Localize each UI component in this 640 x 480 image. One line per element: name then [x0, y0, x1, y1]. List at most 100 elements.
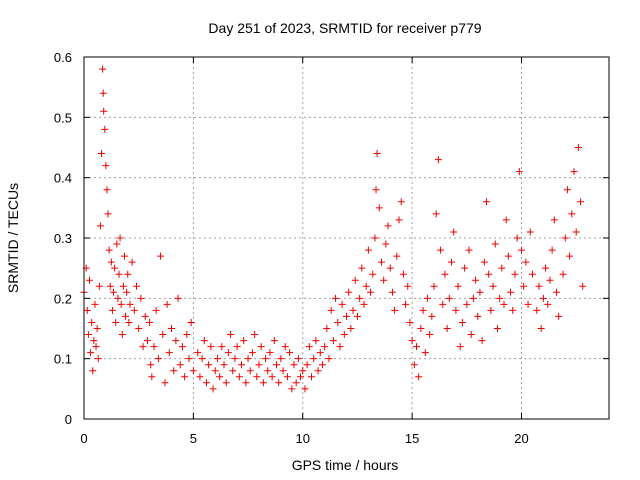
data-point — [491, 240, 499, 248]
data-point — [476, 288, 484, 296]
data-point — [469, 294, 477, 302]
data-point — [181, 373, 189, 381]
chart-title: Day 251 of 2023, SRMTID for receiver p77… — [208, 20, 481, 36]
data-point — [294, 355, 302, 363]
data-point — [194, 349, 202, 357]
data-point — [251, 331, 259, 339]
data-point — [528, 270, 536, 278]
data-point — [485, 270, 493, 278]
data-point — [281, 343, 289, 351]
data-point — [224, 349, 232, 357]
data-point — [176, 361, 184, 369]
data-point — [340, 331, 348, 339]
data-point — [349, 306, 357, 314]
data-point — [397, 198, 405, 206]
data-point — [253, 373, 261, 381]
data-point — [288, 385, 296, 393]
data-point — [90, 337, 98, 345]
data-point — [375, 204, 383, 212]
data-point — [268, 373, 276, 381]
data-point — [504, 252, 512, 260]
data-point — [539, 294, 547, 302]
data-point — [159, 331, 167, 339]
x-tick-label: 5 — [190, 431, 197, 446]
data-point — [489, 282, 497, 290]
data-point — [211, 367, 219, 375]
data-point — [94, 355, 102, 363]
data-point — [150, 343, 158, 351]
data-point — [264, 367, 272, 375]
data-point — [286, 349, 294, 357]
data-point — [419, 306, 427, 314]
data-point — [533, 306, 541, 314]
data-point — [292, 379, 300, 387]
data-point — [367, 288, 375, 296]
data-point — [338, 300, 346, 308]
data-point — [577, 198, 585, 206]
data-point — [537, 325, 545, 332]
y-tick-label: 0.3 — [54, 231, 72, 246]
data-point — [238, 361, 245, 369]
data-point — [115, 270, 123, 278]
data-point — [227, 331, 235, 339]
data-point — [362, 282, 370, 290]
data-point — [472, 276, 480, 284]
data-point — [117, 300, 125, 308]
data-point — [408, 337, 416, 345]
data-point — [301, 385, 309, 393]
data-point — [417, 325, 425, 332]
data-point — [325, 355, 333, 363]
data-point — [507, 288, 515, 296]
y-axis-label: SRMTID / TECUs — [5, 183, 21, 293]
data-point — [559, 270, 567, 278]
y-tick-label: 0.6 — [54, 50, 72, 65]
data-point — [222, 379, 230, 387]
data-point — [563, 186, 571, 194]
data-point — [480, 258, 488, 266]
data-point — [441, 270, 449, 278]
data-point — [574, 144, 582, 151]
data-point — [297, 373, 305, 381]
data-point — [290, 361, 298, 369]
data-point — [266, 349, 274, 357]
data-point — [196, 373, 204, 381]
data-point — [120, 252, 128, 260]
data-point — [207, 343, 215, 351]
data-point — [373, 150, 381, 158]
data-point — [157, 252, 165, 260]
data-point — [205, 361, 213, 369]
data-point — [107, 258, 115, 266]
data-point — [372, 186, 380, 194]
data-point — [356, 294, 364, 302]
data-point — [255, 361, 263, 369]
data-point — [101, 125, 109, 133]
data-point — [548, 246, 556, 254]
data-point — [448, 258, 455, 266]
data-points — [80, 65, 587, 393]
data-point — [410, 361, 418, 369]
data-point — [178, 343, 186, 351]
data-point — [273, 361, 280, 369]
data-point — [165, 349, 173, 357]
data-point — [535, 282, 543, 290]
data-point — [87, 349, 95, 357]
data-point — [113, 240, 121, 248]
data-point — [275, 379, 283, 387]
data-point — [124, 270, 132, 278]
data-point — [106, 282, 114, 290]
data-point — [566, 252, 574, 260]
data-point — [105, 246, 113, 254]
data-point — [369, 270, 377, 278]
data-point — [544, 300, 552, 308]
data-point — [248, 349, 256, 357]
data-point — [93, 325, 101, 332]
data-point — [358, 264, 366, 272]
data-point — [351, 276, 359, 284]
data-point — [568, 210, 576, 218]
axis-ticks — [83, 56, 609, 420]
data-point — [329, 337, 337, 345]
data-point — [259, 379, 267, 387]
data-point — [572, 228, 580, 236]
data-point — [555, 312, 563, 320]
data-point — [123, 288, 131, 296]
